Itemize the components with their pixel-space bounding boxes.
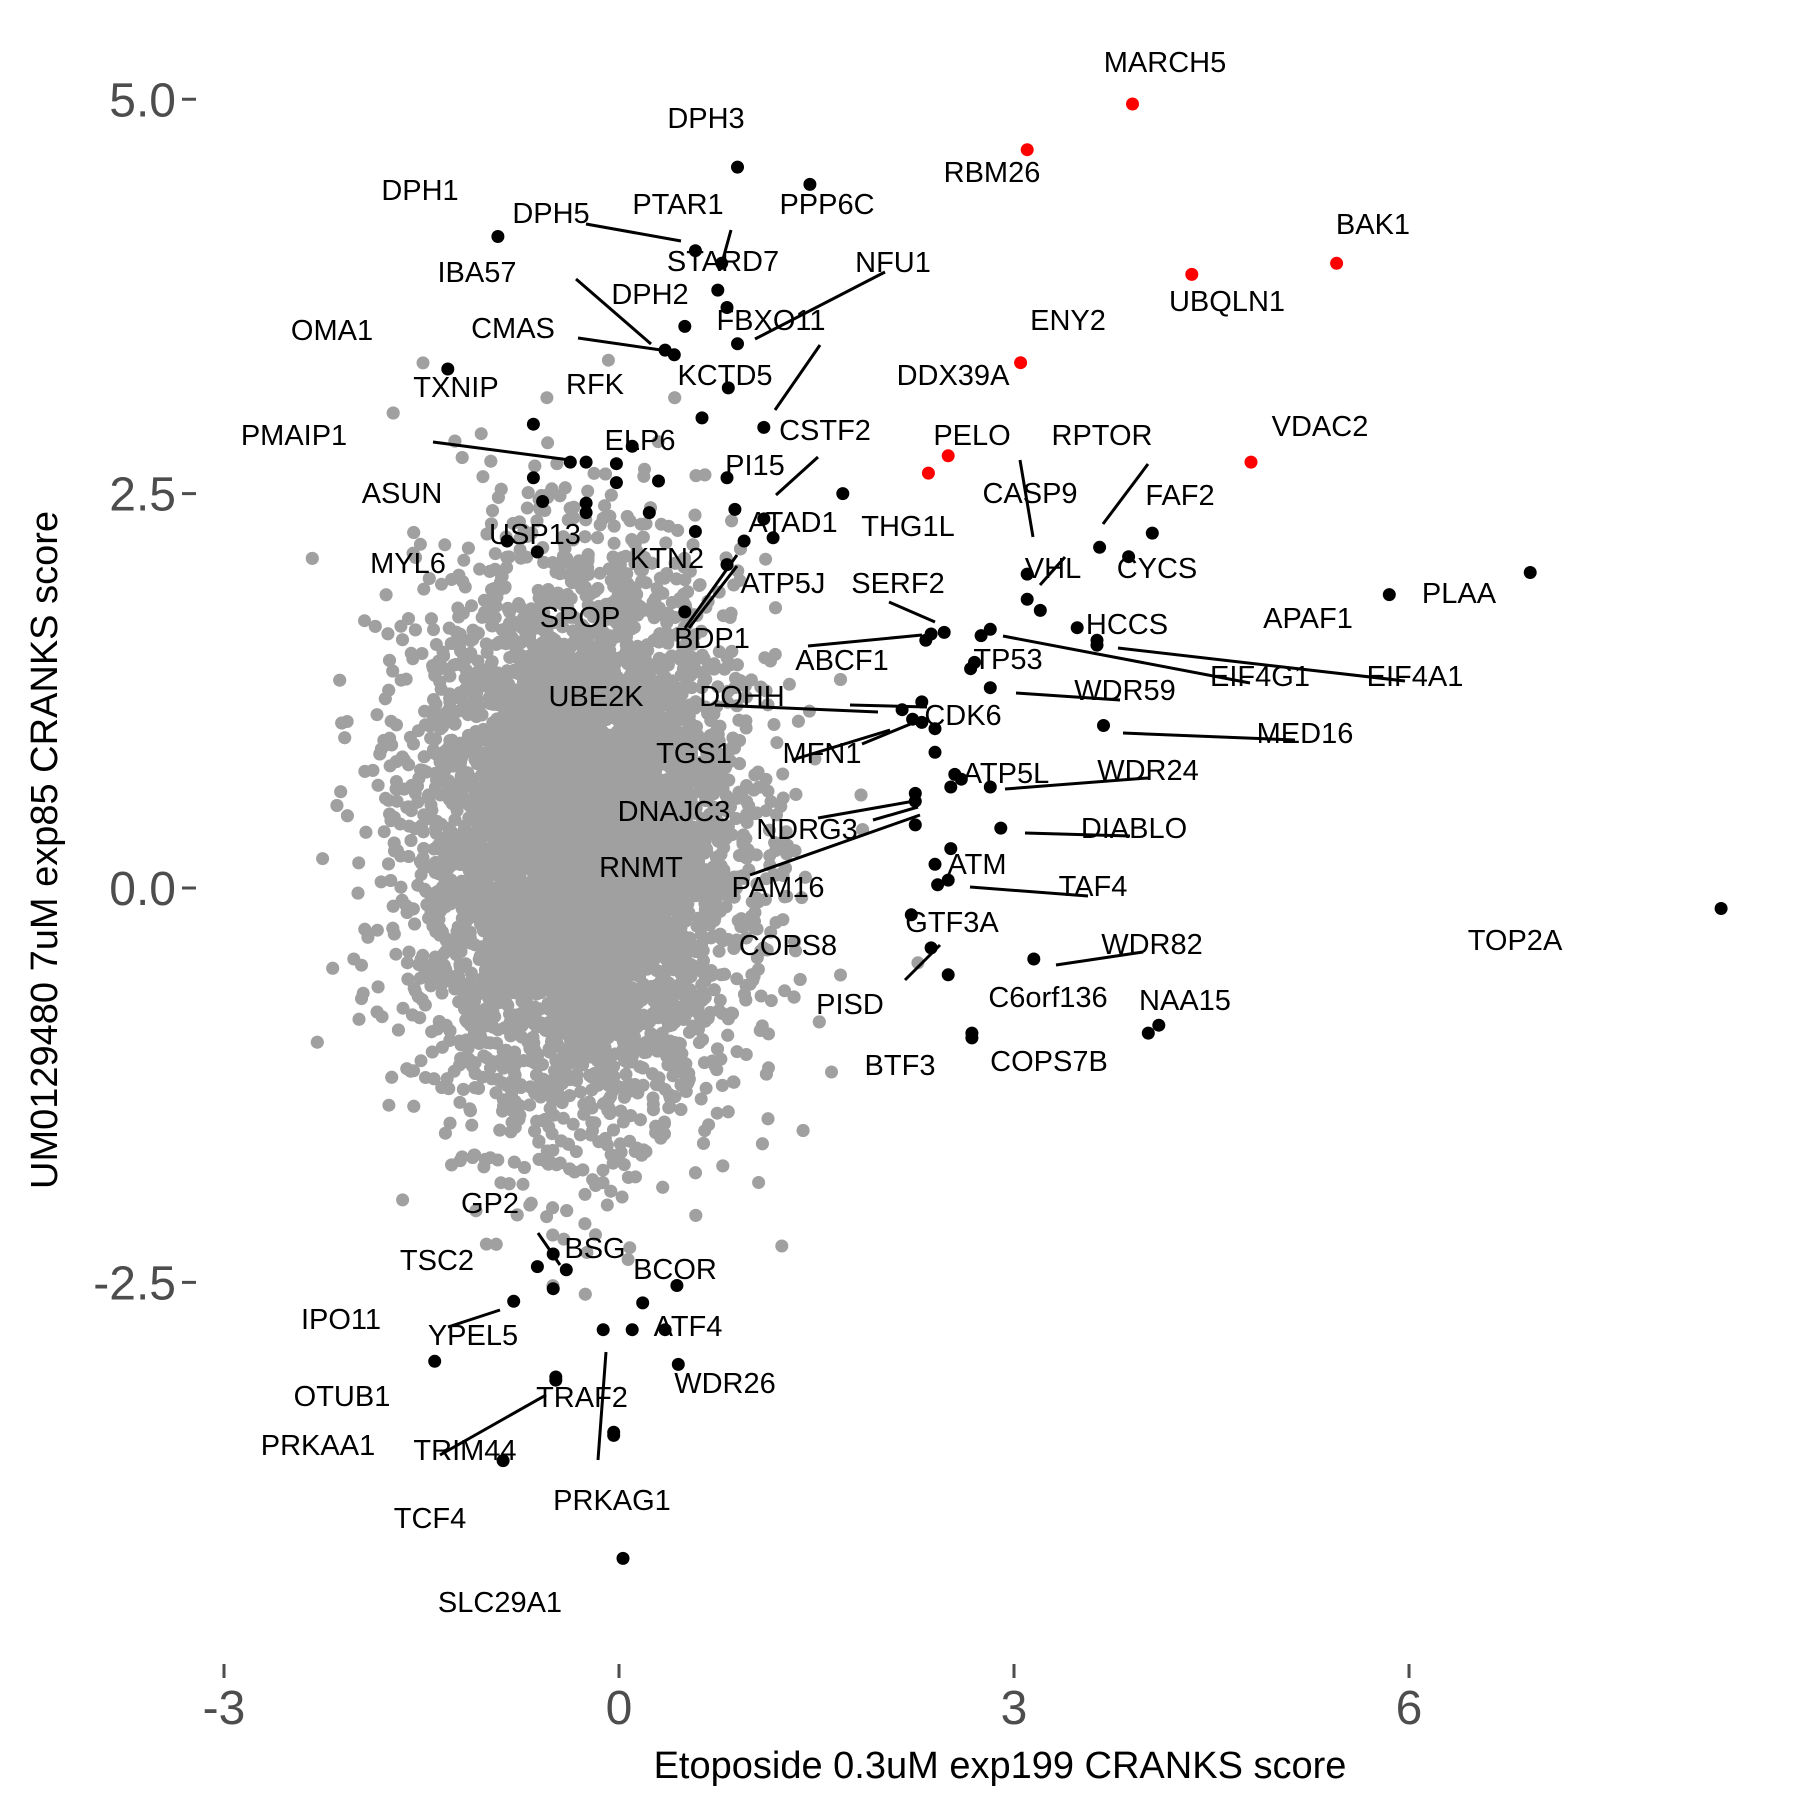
background-point <box>752 1176 766 1189</box>
background-point <box>647 611 661 625</box>
background-points <box>305 353 925 1301</box>
background-point <box>476 470 490 484</box>
background-point <box>520 501 534 515</box>
background-point <box>457 553 471 567</box>
background-point <box>578 1187 592 1201</box>
background-point <box>621 1253 635 1266</box>
background-point <box>520 550 534 564</box>
background-point <box>759 552 773 566</box>
background-point <box>445 573 459 586</box>
background-point <box>417 582 431 596</box>
background-point <box>374 875 388 889</box>
background-point <box>694 1092 708 1106</box>
background-point <box>382 1098 396 1112</box>
background-point <box>358 614 371 628</box>
background-point <box>541 436 555 450</box>
background-point <box>651 435 665 449</box>
background-point <box>623 1241 637 1255</box>
background-point <box>825 1065 838 1079</box>
background-point <box>438 538 452 552</box>
background-point <box>767 718 781 731</box>
background-point <box>638 462 651 476</box>
background-point <box>352 856 366 870</box>
background-point <box>778 984 792 998</box>
background-point <box>795 891 809 905</box>
background-point <box>601 353 615 367</box>
background-point <box>488 547 502 561</box>
background-point <box>540 391 554 405</box>
background-point <box>473 562 487 576</box>
background-point <box>699 1081 713 1095</box>
background-point <box>776 913 790 927</box>
background-point <box>413 537 427 551</box>
background-point <box>802 704 816 718</box>
background-point <box>411 724 425 738</box>
background-point <box>615 1190 629 1204</box>
background-point <box>711 680 725 694</box>
background-point <box>764 994 778 1008</box>
background-point <box>808 752 822 766</box>
background-point <box>465 1118 479 1132</box>
background-point <box>479 1237 493 1251</box>
background-point <box>557 1232 571 1246</box>
background-point <box>414 868 428 882</box>
background-point <box>834 968 847 982</box>
background-point <box>377 825 391 839</box>
background-point <box>759 804 773 818</box>
background-point <box>762 823 776 837</box>
background-point <box>316 852 330 866</box>
background-point <box>454 692 468 706</box>
background-point <box>370 708 384 722</box>
background-point <box>727 578 741 592</box>
background-point <box>532 1134 546 1148</box>
background-point <box>770 736 784 750</box>
background-point <box>464 966 478 980</box>
background-point <box>416 356 430 370</box>
background-point <box>516 1177 530 1191</box>
background-point <box>396 1001 410 1015</box>
background-point <box>710 1106 724 1120</box>
background-point <box>692 1036 706 1050</box>
background-point <box>414 1054 428 1068</box>
background-point <box>586 1173 600 1187</box>
background-point <box>453 1095 467 1109</box>
background-point <box>600 1198 614 1212</box>
background-point <box>574 1085 587 1099</box>
background-point <box>782 677 796 691</box>
background-point <box>580 1246 594 1259</box>
background-point <box>775 1239 789 1253</box>
